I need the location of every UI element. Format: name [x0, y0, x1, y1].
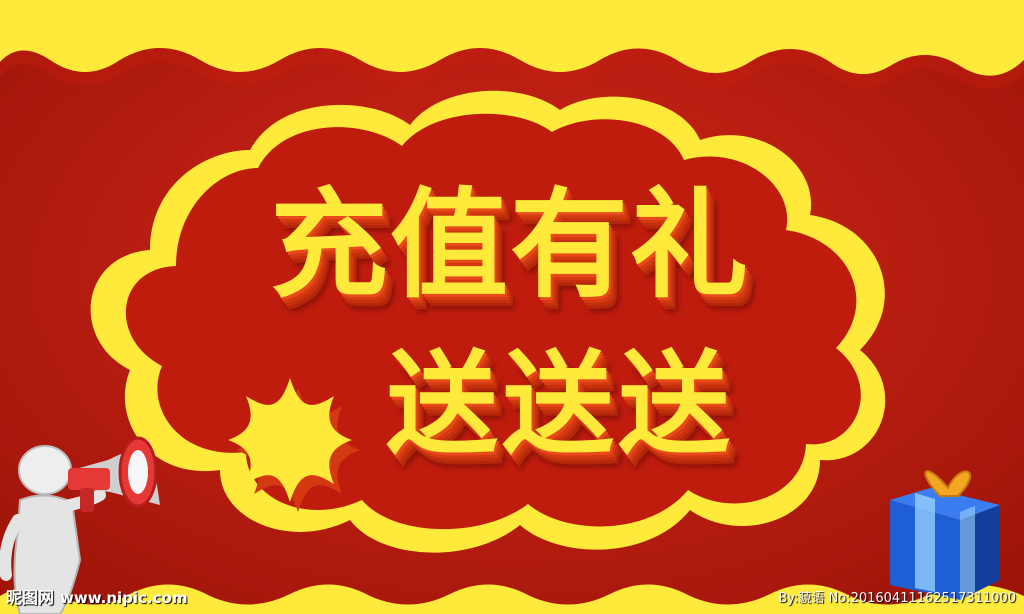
megaphone-figure-icon: [0, 436, 160, 614]
watermark-left: 昵图网 www.nipic.com: [6, 584, 187, 608]
watermark-site: www.nipic.com: [60, 589, 188, 607]
watermark-logo: 昵图网: [6, 588, 55, 607]
watermark-id: By:藐语 No:20160411162517311000: [778, 591, 1016, 606]
subline: 送送送: [386, 340, 734, 470]
bottom-scallop-border: [0, 584, 1024, 614]
star-burst-icon: [228, 378, 360, 512]
headline: 充值有礼: [269, 176, 750, 314]
top-scallop-border: [0, 0, 1024, 76]
gift-box-icon: [890, 470, 1000, 600]
